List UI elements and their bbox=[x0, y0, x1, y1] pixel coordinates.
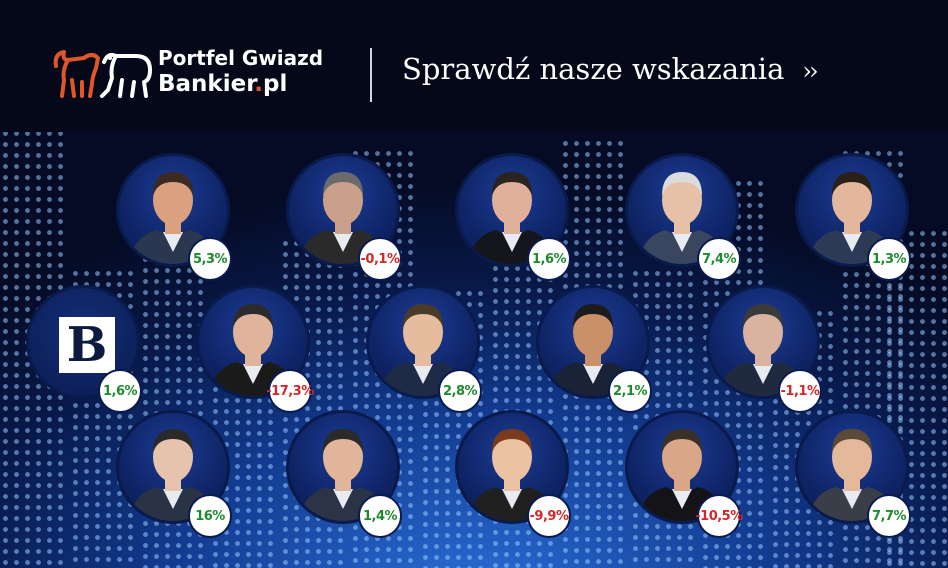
portfolio-card[interactable]: 5,3% bbox=[116, 153, 236, 281]
return-badge: -17,3% bbox=[266, 369, 314, 413]
logo-brand-main: Bankier bbox=[158, 71, 255, 97]
portfolio-card[interactable]: 16% bbox=[116, 410, 236, 538]
header-divider bbox=[370, 48, 372, 102]
person-silhouette-icon bbox=[638, 172, 726, 264]
return-badge: 1,4% bbox=[358, 494, 402, 538]
portfolio-card[interactable]: 1,6% bbox=[455, 153, 575, 281]
person-silhouette-icon bbox=[299, 429, 387, 521]
return-badge: 5,3% bbox=[188, 237, 232, 281]
portfel-gwiazd-logo[interactable]: Portfel Gwiazd Bankier.pl bbox=[52, 44, 352, 104]
return-badge: -0,1% bbox=[358, 237, 402, 281]
person-silhouette-icon bbox=[719, 304, 807, 396]
bankier-b-logo: B bbox=[59, 317, 115, 373]
portfolio-card-bankier[interactable]: B 1,6% bbox=[26, 285, 146, 413]
portfolio-card[interactable]: 1,3% bbox=[795, 153, 915, 281]
portfolio-card[interactable]: -9,9% bbox=[455, 410, 575, 538]
return-badge: 1,6% bbox=[98, 369, 142, 413]
portfolio-card[interactable]: 2,8% bbox=[366, 285, 486, 413]
return-badge: -10,5% bbox=[695, 494, 743, 538]
cta-label: Sprawdź nasze wskazania bbox=[402, 52, 785, 86]
return-badge: 1,6% bbox=[527, 237, 571, 281]
logo-brand-dot: . bbox=[254, 71, 264, 97]
return-badge: -9,9% bbox=[527, 494, 571, 538]
return-badge: 16% bbox=[188, 494, 232, 538]
person-silhouette-icon bbox=[299, 172, 387, 264]
return-badge: 2,8% bbox=[438, 369, 482, 413]
top-bar bbox=[0, 0, 948, 132]
portrait-circle bbox=[116, 410, 230, 524]
return-badge: 7,4% bbox=[697, 237, 741, 281]
logo-brand-tld: pl bbox=[263, 71, 288, 97]
portfolio-card[interactable]: -0,1% bbox=[286, 153, 406, 281]
bull-bear-icon bbox=[53, 50, 152, 98]
return-badge: 7,7% bbox=[867, 494, 911, 538]
person-silhouette-icon bbox=[808, 429, 896, 521]
logo-brand: Bankier.pl bbox=[158, 71, 287, 97]
portrait-circle bbox=[706, 285, 820, 399]
return-badge: -1,1% bbox=[778, 369, 822, 413]
return-badge: 1,3% bbox=[867, 237, 911, 281]
portfolio-card[interactable]: -17,3% bbox=[196, 285, 316, 413]
portrait-circle bbox=[625, 153, 739, 267]
return-badge: 2,1% bbox=[608, 369, 652, 413]
portfolio-card[interactable]: 1,4% bbox=[286, 410, 406, 538]
portfolio-card[interactable]: -1,1% bbox=[706, 285, 826, 413]
cta-link[interactable]: Sprawdź nasze wskazania ›› bbox=[402, 52, 819, 86]
portfolio-card[interactable]: -10,5% bbox=[625, 410, 745, 538]
double-chevron-right-icon: ›› bbox=[802, 57, 818, 85]
portrait-circle bbox=[196, 285, 310, 399]
logo-title: Portfel Gwiazd bbox=[158, 46, 324, 70]
portfolio-card[interactable]: 7,7% bbox=[795, 410, 915, 538]
portfolio-card[interactable]: 2,1% bbox=[536, 285, 656, 413]
portfolio-card[interactable]: 7,4% bbox=[625, 153, 745, 281]
